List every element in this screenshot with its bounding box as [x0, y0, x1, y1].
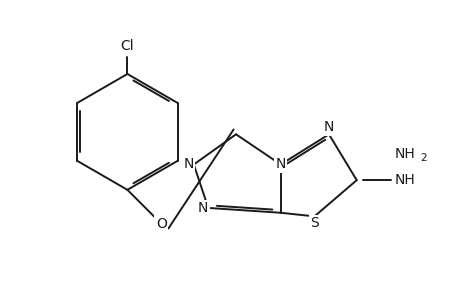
Text: 2: 2: [420, 153, 426, 164]
Text: NH: NH: [393, 173, 414, 187]
Text: S: S: [309, 216, 318, 230]
Text: N: N: [197, 201, 208, 215]
Text: O: O: [156, 217, 166, 231]
Text: Cl: Cl: [120, 40, 134, 53]
Text: N: N: [323, 120, 333, 134]
Text: N: N: [275, 158, 285, 172]
Text: N: N: [183, 158, 193, 172]
Text: NH: NH: [393, 147, 414, 160]
